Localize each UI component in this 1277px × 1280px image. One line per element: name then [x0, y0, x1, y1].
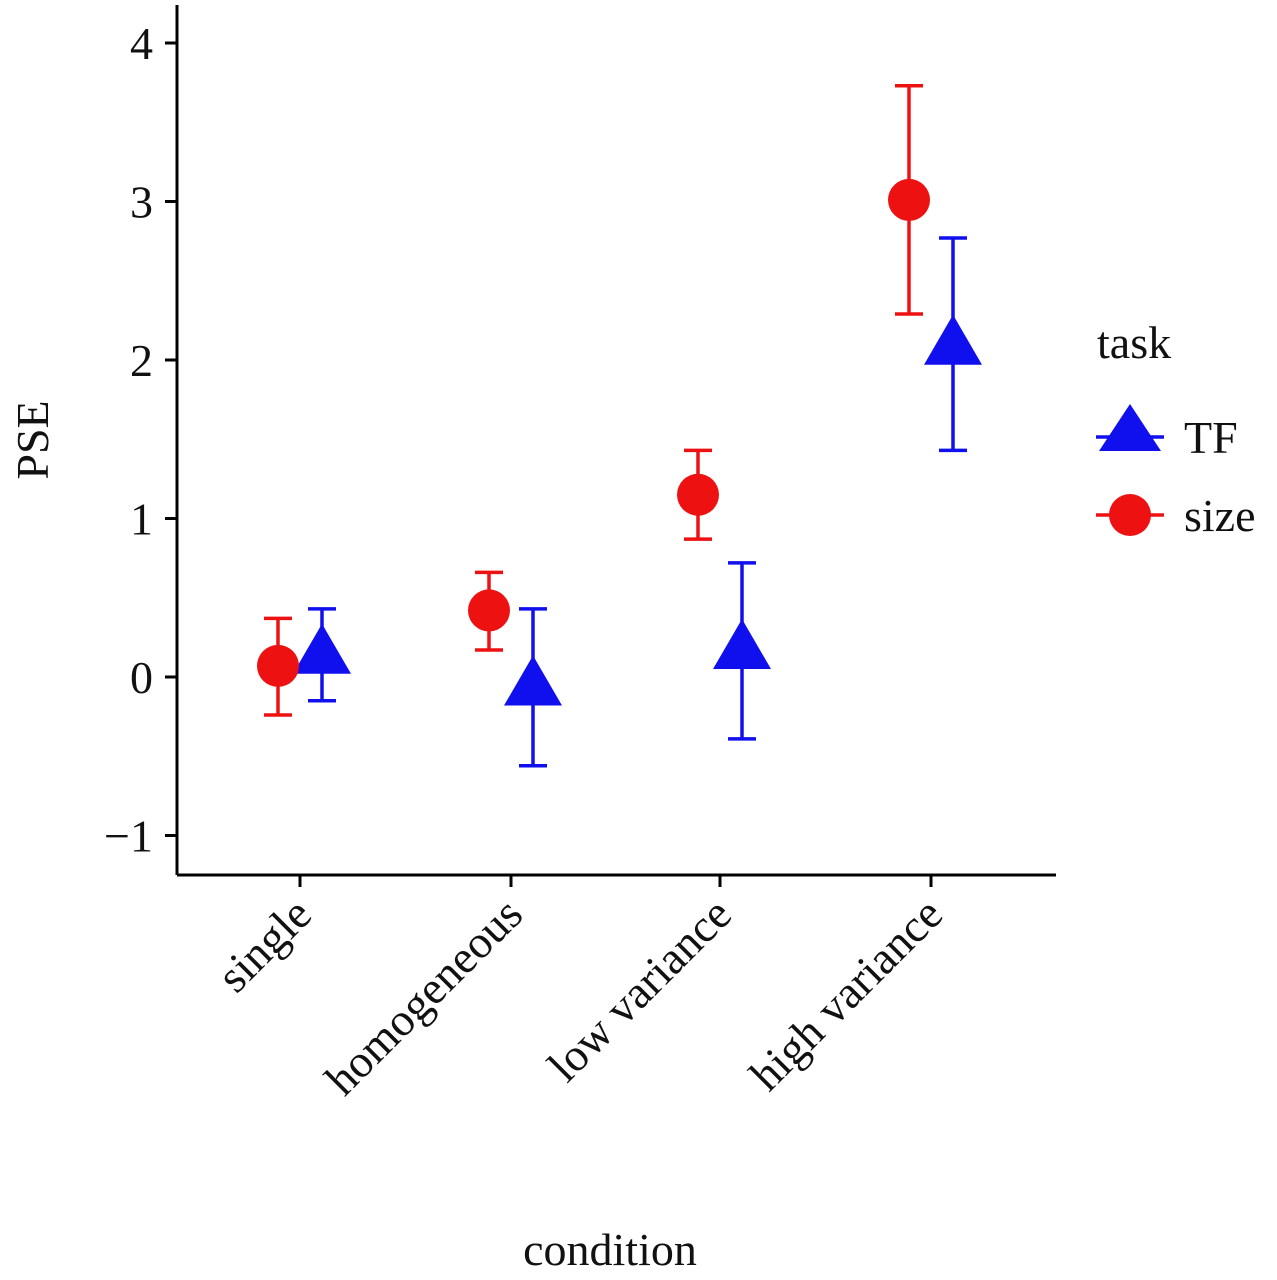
x-axis-label: condition	[523, 1224, 697, 1275]
data-marks	[257, 84, 982, 768]
y-tick-label: 4	[130, 18, 153, 69]
x-tick-label: low variance	[538, 888, 741, 1091]
data-point-tf	[924, 314, 982, 365]
data-point-tf	[713, 619, 771, 670]
y-tick-label: 3	[130, 177, 153, 228]
data-point-size	[468, 589, 510, 632]
legend-title: task	[1097, 317, 1171, 368]
legend-label: size	[1184, 490, 1256, 541]
data-point-tf	[504, 655, 562, 706]
y-tick-label: 0	[130, 652, 153, 703]
legend-label: TF	[1184, 412, 1238, 463]
y-axis-label: PSE	[7, 400, 58, 479]
x-tick-label: homogeneous	[315, 888, 532, 1105]
y-tick-label: −1	[104, 811, 153, 862]
x-tick-label: high variance	[740, 888, 952, 1100]
x-tick-label: single	[207, 888, 321, 1002]
legend-key-circle	[1109, 494, 1151, 536]
legend: task TF size	[1096, 317, 1256, 541]
data-point-size	[677, 473, 719, 516]
data-point-size	[888, 178, 930, 221]
y-tick-label: 2	[130, 335, 153, 386]
y-tick-label: 1	[130, 494, 153, 545]
data-point-tf	[293, 623, 351, 674]
legend-key-triangle	[1099, 404, 1161, 451]
data-point-size	[257, 644, 299, 687]
